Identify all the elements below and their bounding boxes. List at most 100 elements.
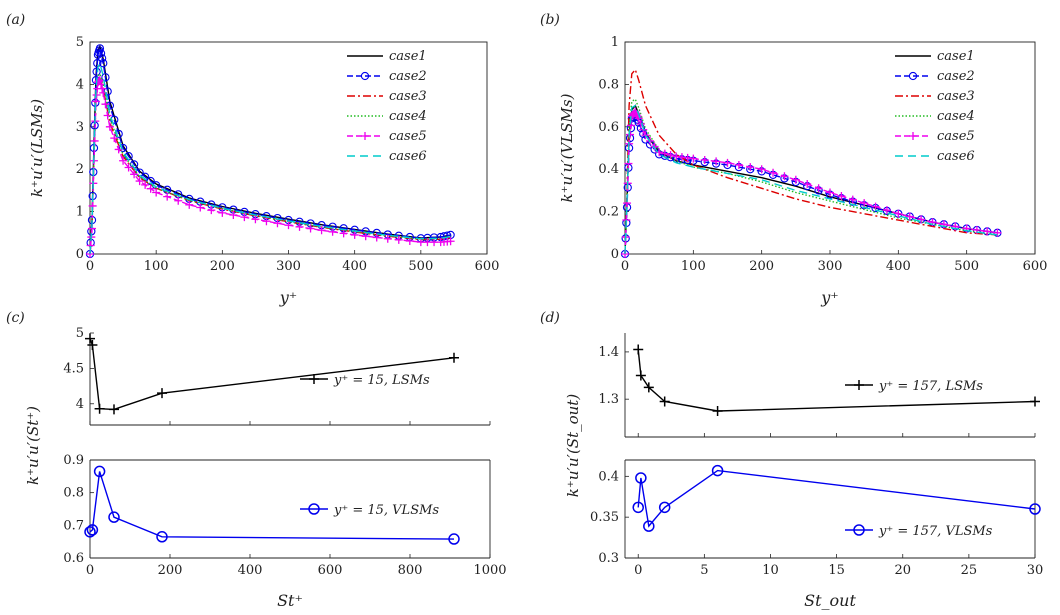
- x-tick-label: 800: [398, 563, 423, 578]
- data-point: [94, 403, 105, 414]
- panel-0: 0 100 200 300 400 500 600 0 1 2 3 4 5 case1 case2 case3…: [6, 12, 499, 307]
- x-tick-label: 100: [144, 259, 169, 274]
- data-point-case5: [98, 84, 107, 93]
- x-tick-label: 0: [634, 563, 642, 578]
- x-tick-label: 25: [961, 563, 978, 578]
- legend-marker-case5: [909, 132, 917, 140]
- data-point-case5: [917, 215, 926, 224]
- x-tick-label: 300: [276, 259, 301, 274]
- legend-marker-case5: [361, 132, 369, 140]
- legend-label: case5: [937, 129, 975, 144]
- data-point: [1029, 503, 1041, 515]
- y-tick-label: 0.35: [590, 510, 619, 525]
- data-point-case5: [105, 122, 114, 131]
- data-point-case2: [101, 73, 110, 82]
- data-point: [633, 344, 644, 355]
- data-point-case5: [769, 168, 778, 177]
- data-point-case5: [101, 100, 110, 109]
- data-point: [659, 396, 670, 407]
- legend-label: case1: [389, 49, 427, 64]
- y-tick-label: 0.6: [598, 120, 619, 135]
- x-tick-label: 600: [475, 259, 500, 274]
- data-point-case5: [174, 196, 183, 205]
- data-point-case5: [871, 202, 880, 211]
- x-tick-label: 400: [342, 259, 367, 274]
- legend-label: y⁺ = 15, VLSMs: [333, 503, 439, 518]
- x-axis-label: St_out: [804, 591, 856, 610]
- y-tick-label: 0.4: [598, 162, 619, 177]
- data-point-case5: [993, 228, 1002, 237]
- data-point-case5: [791, 175, 800, 184]
- y-tick-label: 3: [76, 120, 84, 135]
- data-point-case5: [110, 134, 119, 143]
- data-point: [156, 531, 168, 543]
- x-tick-label: 600: [318, 563, 343, 578]
- data-point-case5: [361, 232, 370, 241]
- data-point: [449, 352, 459, 363]
- data-point: [711, 464, 724, 477]
- data-point-case5: [240, 213, 249, 222]
- series-line-case2: [89, 45, 451, 255]
- legend-label: case3: [389, 89, 427, 104]
- series-line: [89, 471, 455, 540]
- y-tick-label: 5: [76, 35, 84, 50]
- data-point-case5: [229, 210, 238, 219]
- series-line-case3: [89, 76, 451, 255]
- data-point-case5: [780, 172, 789, 181]
- panel-label: (d): [540, 310, 560, 326]
- data-point: [157, 388, 167, 399]
- legend-marker-case2: [360, 71, 370, 81]
- series-line-case5: [89, 78, 451, 255]
- panel-2: 4 4.5 5 y⁺ = 15, LSMs 0 200 400 600 800 1000 0.6 0.…: [6, 310, 507, 610]
- y-tick-label: 1.4: [598, 345, 619, 360]
- x-axis-label: y⁺: [820, 288, 838, 307]
- data-point-case5: [655, 148, 664, 157]
- y-tick-label: 4: [76, 397, 84, 412]
- data-point-case5: [882, 206, 891, 215]
- data-point-case5: [207, 206, 216, 215]
- x-tick-label: 0: [621, 259, 629, 274]
- y-tick-label: 5: [76, 326, 84, 341]
- data-point-case5: [92, 91, 101, 99]
- data-point: [87, 340, 98, 351]
- x-tick-label: 600: [1023, 259, 1048, 274]
- data-point-case5: [328, 227, 337, 236]
- legend-label: case2: [389, 69, 427, 84]
- series-line-case3: [624, 68, 998, 255]
- panel-label: (c): [6, 310, 25, 326]
- y-tick-label: 0.3: [598, 551, 619, 566]
- data-point-case5: [141, 180, 150, 189]
- series-line-case1: [624, 104, 998, 255]
- y-axis-label: k⁺u′u′(LSMs): [28, 99, 46, 197]
- data-point-case5: [689, 154, 698, 163]
- data-point-case5: [677, 153, 686, 162]
- legend-label: y⁺ = 157, LSMs: [878, 379, 983, 394]
- x-tick-label: 1000: [473, 563, 506, 578]
- x-tick-label: 10: [762, 563, 779, 578]
- x-tick-label: 20: [894, 563, 911, 578]
- data-point-case5: [666, 151, 675, 160]
- legend-label: case6: [389, 149, 427, 164]
- data-point-case5: [683, 153, 692, 162]
- data-point-case5: [273, 219, 282, 228]
- data-point: [109, 404, 119, 415]
- x-tick-label: 200: [158, 563, 183, 578]
- y-tick-label: 1.3: [598, 392, 619, 407]
- data-point-case5: [130, 170, 139, 179]
- x-tick-label: 400: [238, 563, 263, 578]
- data-point: [658, 501, 671, 514]
- data-point-case5: [723, 158, 732, 167]
- data-point-case5: [185, 200, 194, 209]
- data-point-case5: [124, 163, 133, 172]
- data-point: [712, 406, 723, 416]
- data-point: [643, 382, 654, 393]
- legend-label: case4: [389, 109, 427, 124]
- x-tick-label: 500: [954, 259, 979, 274]
- data-point-case5: [734, 160, 743, 169]
- data-point-case5: [103, 111, 112, 120]
- data-point-case5: [317, 226, 326, 235]
- legend-marker: [308, 503, 320, 515]
- data-point-case5: [641, 131, 650, 140]
- legend-marker: [854, 380, 864, 390]
